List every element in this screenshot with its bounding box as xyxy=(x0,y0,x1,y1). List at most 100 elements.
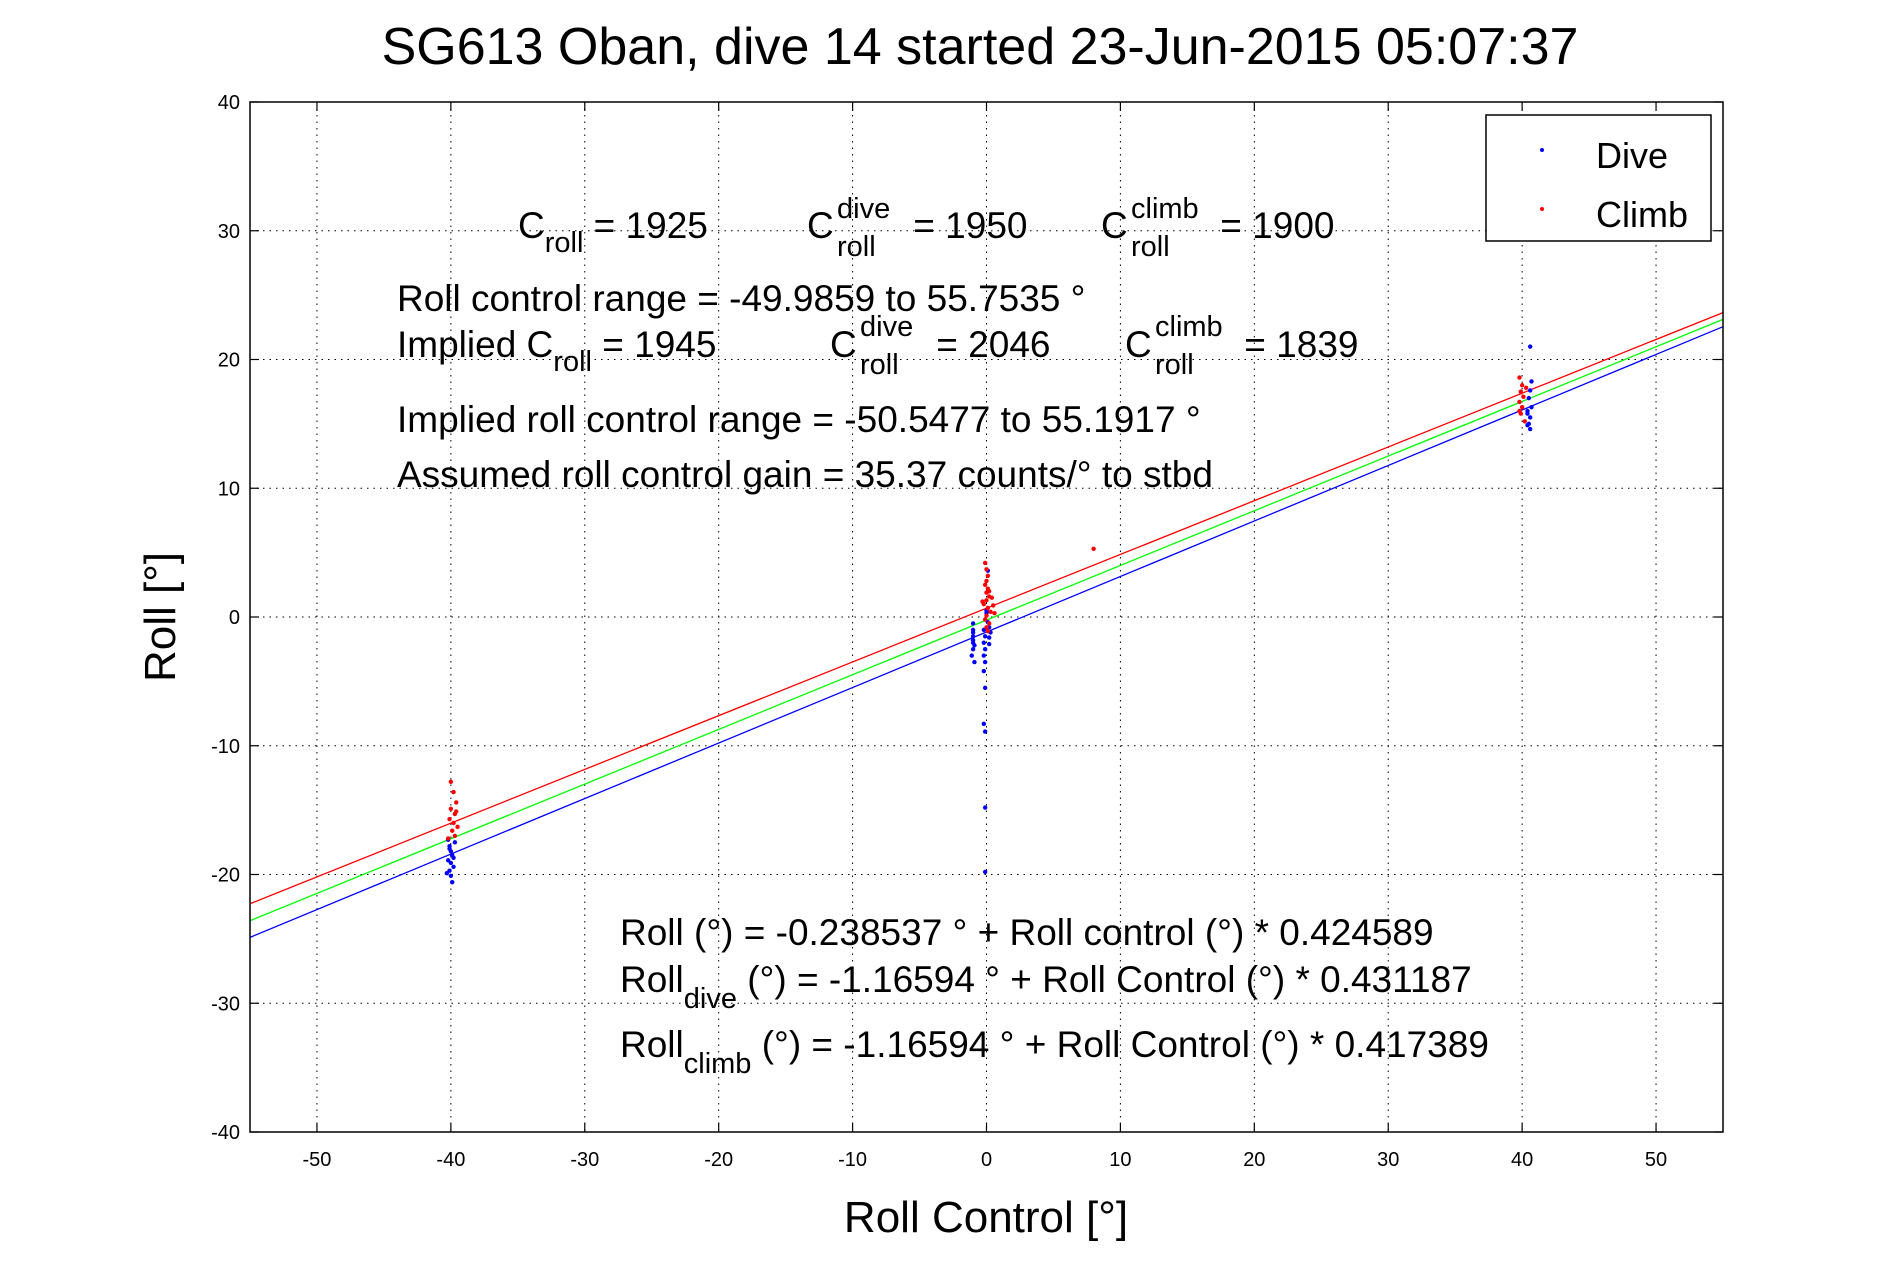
data-point xyxy=(1519,383,1525,388)
data-point xyxy=(451,820,456,826)
data-point xyxy=(985,605,991,611)
x-tick-label: 10 xyxy=(1109,1149,1131,1171)
annotation-range: Roll control range = -49.9859 to 55.7535… xyxy=(397,278,1085,319)
data-point xyxy=(1526,395,1532,401)
data-point xyxy=(970,630,976,635)
x-tick-label: 0 xyxy=(981,1149,992,1171)
annotation-eq-roll-dive: Rolldive (°) = -1.16594 ° + Roll Control… xyxy=(620,959,1472,1015)
data-point xyxy=(982,869,988,875)
data-point xyxy=(984,567,989,572)
data-point xyxy=(970,634,976,639)
data-point xyxy=(981,721,987,727)
data-point xyxy=(982,560,988,566)
data-point xyxy=(1525,411,1530,416)
legend-label-dive: Dive xyxy=(1596,135,1668,176)
y-tick-label: 0 xyxy=(229,607,240,629)
legend-box xyxy=(1485,114,1712,242)
data-point xyxy=(988,609,993,615)
legend: Dive Climb xyxy=(1485,114,1712,242)
data-point xyxy=(982,729,988,734)
data-point xyxy=(970,646,976,652)
x-axis-label: Roll Control [°] xyxy=(844,1193,1128,1242)
x-tick-label: -30 xyxy=(570,1149,599,1171)
data-point xyxy=(986,635,992,640)
y-tick-labels: -40 -30 -20 -10 0 10 20 30 40 xyxy=(211,92,240,1144)
chart-title: SG613 Oban, dive 14 started 23-Jun-2015 … xyxy=(382,18,1579,76)
data-point xyxy=(986,621,992,626)
data-point xyxy=(448,806,454,812)
data-point xyxy=(986,589,992,594)
data-point xyxy=(448,873,454,878)
y-tick-label: 30 xyxy=(218,221,240,243)
annotation-eq-roll-climb: Rollclimb (°) = -1.16594 ° + Roll Contro… xyxy=(620,1024,1489,1080)
x-tick-label: 20 xyxy=(1243,1149,1265,1171)
data-point xyxy=(1529,404,1534,410)
y-tick-label: 40 xyxy=(218,92,240,114)
data-point xyxy=(982,617,988,622)
data-point xyxy=(451,864,456,869)
y-axis-label: Roll [°] xyxy=(136,552,185,682)
y-tick-label: -40 xyxy=(211,1122,240,1144)
data-point xyxy=(984,578,989,584)
data-point xyxy=(972,643,977,648)
data-point xyxy=(982,685,988,691)
data-point xyxy=(452,833,458,839)
x-tick-label: 40 xyxy=(1511,1149,1533,1171)
data-point xyxy=(1517,399,1522,405)
y-tick-label: -20 xyxy=(211,865,240,887)
data-point xyxy=(984,625,989,630)
annotation-implied-range: Implied roll control range = -50.5477 to… xyxy=(397,399,1201,440)
data-point xyxy=(1525,422,1530,428)
annotation-gain: Assumed roll control gain = 35.37 counts… xyxy=(397,454,1213,495)
data-point xyxy=(982,805,988,810)
data-point xyxy=(1518,389,1523,394)
x-tick-label: -40 xyxy=(436,1149,465,1171)
data-point xyxy=(990,603,996,608)
data-point xyxy=(1517,408,1522,414)
x-tick-label: -20 xyxy=(704,1149,733,1171)
x-tick-label: -10 xyxy=(838,1149,867,1171)
y-tick-label: -10 xyxy=(211,736,240,758)
data-point xyxy=(1522,419,1528,424)
data-point xyxy=(1521,394,1526,400)
data-point xyxy=(970,637,976,643)
grid-lines xyxy=(250,101,1723,1133)
data-point xyxy=(448,779,454,784)
data-point xyxy=(989,595,995,600)
data-point xyxy=(444,871,450,876)
data-point xyxy=(455,824,460,830)
data-point xyxy=(984,598,989,603)
y-tick-label: 10 xyxy=(218,478,240,500)
x-tick-label: -50 xyxy=(303,1149,332,1171)
legend-marker-dive xyxy=(1540,148,1544,152)
data-point xyxy=(980,599,985,604)
annotation-c-roll: Croll = 1925 xyxy=(518,205,708,259)
data-point xyxy=(450,828,455,833)
data-point xyxy=(981,653,987,658)
data-point xyxy=(451,789,456,795)
data-point xyxy=(986,641,992,647)
data-point xyxy=(984,613,989,618)
series-climb xyxy=(445,375,1529,841)
data-point xyxy=(1527,388,1533,393)
data-point xyxy=(1527,415,1533,420)
y-tick-label: 20 xyxy=(218,350,240,372)
axis-ticks xyxy=(250,101,1723,1133)
data-point xyxy=(970,621,976,626)
data-point xyxy=(982,582,988,588)
data-point xyxy=(982,646,988,652)
data-point xyxy=(981,640,987,645)
data-point xyxy=(969,653,974,658)
x-tick-label: 30 xyxy=(1377,1149,1399,1171)
data-point xyxy=(982,659,988,665)
data-point xyxy=(1523,385,1529,391)
y-tick-label: -30 xyxy=(211,993,240,1015)
x-tick-label: 50 xyxy=(1645,1149,1667,1171)
data-point xyxy=(1517,375,1522,380)
data-point xyxy=(454,800,459,805)
data-point xyxy=(450,880,455,885)
